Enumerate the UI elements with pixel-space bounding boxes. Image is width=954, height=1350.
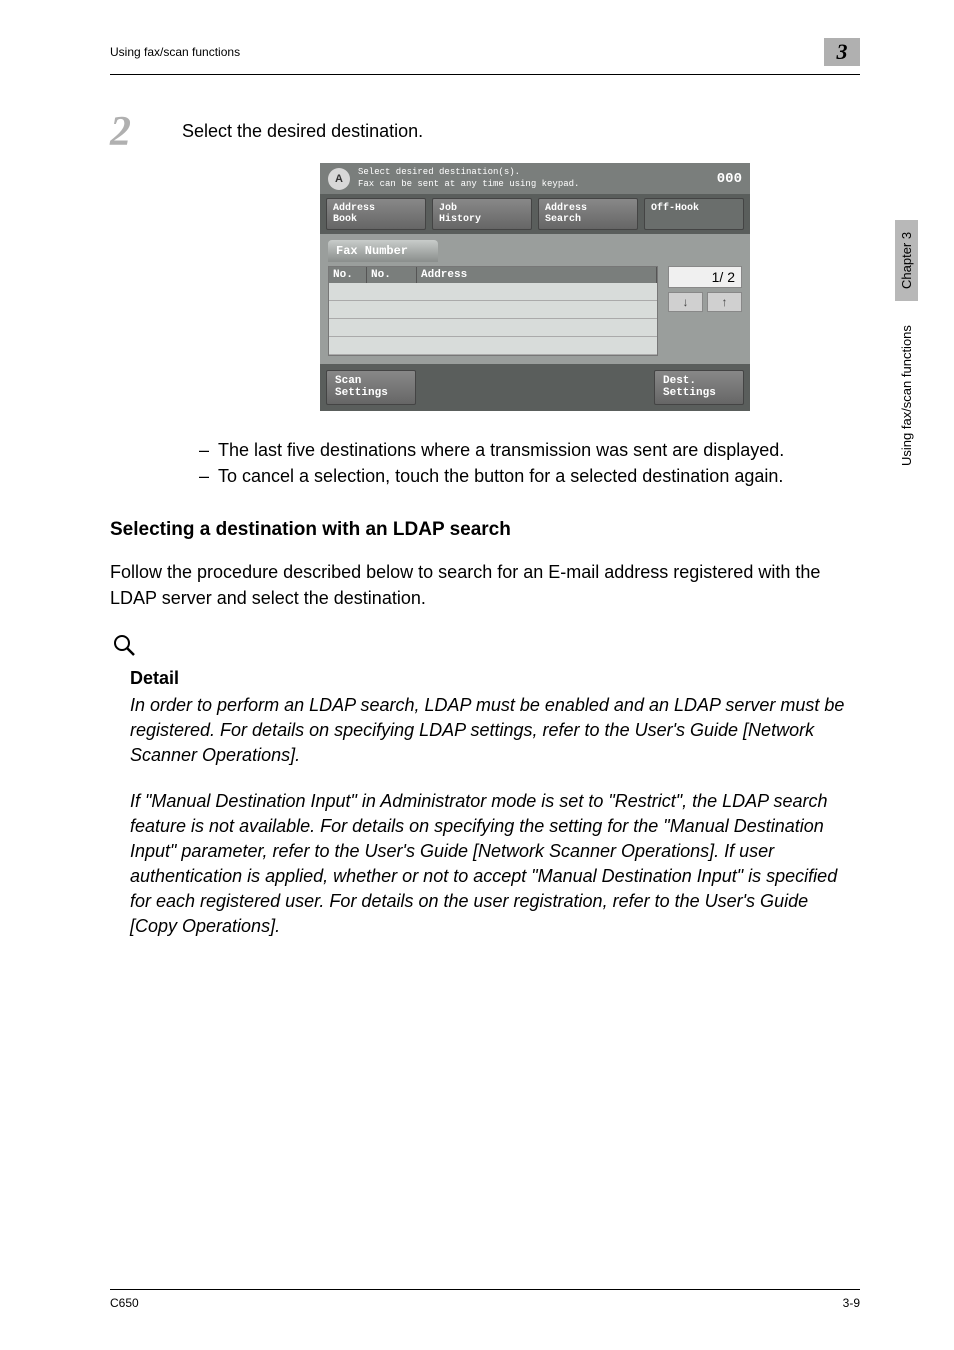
pager-arrows: ↓ ↑ — [668, 292, 742, 312]
table-row[interactable] — [329, 301, 657, 319]
chapter-number: 3 — [837, 39, 848, 65]
table-row[interactable] — [329, 283, 657, 301]
table-row[interactable] — [329, 319, 657, 337]
intro-paragraph: Follow the procedure described below to … — [110, 559, 860, 611]
col-header-address: Address — [417, 267, 657, 283]
page-footer: C650 3-9 — [110, 1289, 860, 1310]
side-section-label: Using fax/scan functions — [899, 325, 914, 466]
detail-paragraph-1: In order to perform an LDAP search, LDAP… — [130, 693, 860, 769]
screenshot-titlebar: A Select desired destination(s). Fax can… — [320, 163, 750, 194]
section-heading: Selecting a destination with an LDAP sea… — [110, 519, 860, 541]
bullet-list: – The last five destinations where a tra… — [190, 437, 860, 489]
scan-settings-button[interactable]: Scan Settings — [326, 370, 416, 404]
tab-address-search[interactable]: Address Search — [538, 198, 638, 230]
magnifier-icon — [112, 633, 860, 666]
screenshot-table-area: No. No. Address 1/ 2 ↓ ↑ — [328, 266, 742, 356]
page-content: Using fax/scan functions 3 2 Select the … — [110, 38, 860, 960]
table-header-row: No. No. Address — [329, 267, 657, 283]
ready-icon: A — [328, 168, 350, 190]
bullet-marker: – — [190, 437, 218, 463]
ready-icon-letter: A — [335, 173, 343, 185]
table-body — [329, 283, 657, 355]
screenshot-bottom-bar: Scan Settings Dest. Settings — [320, 364, 750, 410]
step-number: 2 — [110, 111, 182, 153]
bullet-item: – The last five destinations where a tra… — [190, 437, 860, 463]
fax-number-tab[interactable]: Fax Number — [328, 240, 438, 262]
bullet-text: To cancel a selection, touch the button … — [218, 463, 783, 489]
tab-job-history[interactable]: Job History — [432, 198, 532, 230]
device-screenshot: A Select desired destination(s). Fax can… — [320, 163, 750, 411]
page-indicator: 1/ 2 — [668, 266, 742, 288]
destination-table: No. No. Address — [328, 266, 658, 356]
col-header-no2: No. — [367, 267, 417, 283]
running-head-text: Using fax/scan functions — [110, 45, 240, 59]
tab-address-book[interactable]: Address Book — [326, 198, 426, 230]
screenshot-title-line1: Select desired destination(s). — [358, 167, 520, 177]
chapter-badge: 3 — [824, 38, 860, 66]
step-instruction: Select the desired destination. — [182, 111, 423, 142]
detail-label: Detail — [130, 668, 860, 689]
table-row[interactable] — [329, 337, 657, 355]
header-rule — [110, 74, 860, 75]
detail-paragraph-2: If "Manual Destination Input" in Adminis… — [130, 789, 860, 940]
bullet-text: The last five destinations where a trans… — [218, 437, 784, 463]
pager: 1/ 2 ↓ ↑ — [668, 266, 742, 356]
page-up-button[interactable]: ↑ — [707, 292, 742, 312]
side-margin-text: Using fax/scan functions Chapter 3 — [895, 220, 918, 466]
screenshot-tab-row: Address Book Job History Address Search … — [320, 194, 750, 234]
tab-off-hook[interactable]: Off-Hook — [644, 198, 744, 230]
bullet-marker: – — [190, 463, 218, 489]
screenshot-title-line2: Fax can be sent at any time using keypad… — [358, 179, 579, 189]
running-header: Using fax/scan functions 3 — [110, 38, 860, 74]
page-counter: 000 — [717, 171, 742, 187]
dest-settings-button[interactable]: Dest. Settings — [654, 370, 744, 404]
bullet-item: – To cancel a selection, touch the butto… — [190, 463, 860, 489]
side-chapter-label: Chapter 3 — [895, 220, 918, 301]
screenshot-title-text: Select desired destination(s). Fax can b… — [358, 167, 709, 190]
screenshot-body: Fax Number No. No. Address — [320, 234, 750, 364]
footer-page-number: 3-9 — [843, 1296, 860, 1310]
col-header-no1: No. — [329, 267, 367, 283]
detail-block: Detail In order to perform an LDAP searc… — [130, 633, 860, 940]
footer-model: C650 — [110, 1296, 139, 1310]
step-row: 2 Select the desired destination. — [110, 111, 860, 153]
page-down-button[interactable]: ↓ — [668, 292, 703, 312]
